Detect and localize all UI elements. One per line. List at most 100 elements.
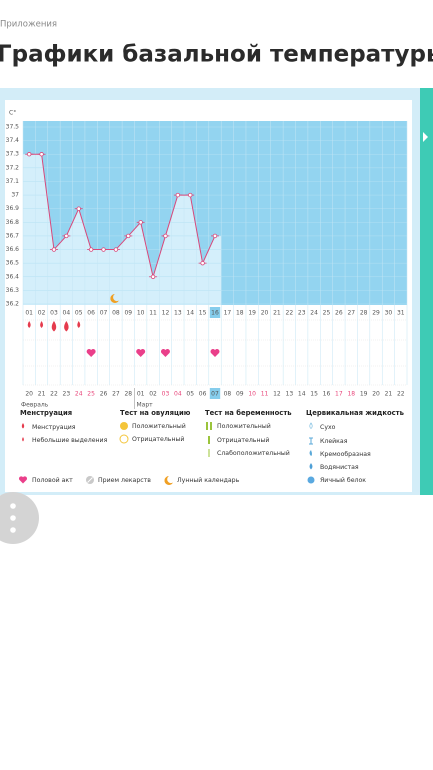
cycle-date: 08 [224, 391, 232, 398]
legend-item: Отрицательный [132, 435, 184, 443]
data-point [88, 247, 94, 252]
menu-dot [10, 527, 16, 533]
legend-title: Цервикальная жидкость [306, 409, 404, 417]
legend-title: Менструация [20, 409, 72, 417]
plot: 36.2 36.3 36.4 36.5 36.6 36.7 36.8 36.9 37 37.1 37… [6, 110, 408, 409]
pregnancy-icon [210, 422, 212, 430]
data-point [101, 247, 106, 252]
page-title: Графики базальной температуры [0, 42, 433, 68]
x-tick-label: 02 [38, 310, 46, 317]
heart-marker [160, 349, 170, 357]
legend-item: Положительный [217, 422, 271, 430]
x-tick-label: 26 [335, 310, 343, 317]
data-point [175, 192, 181, 198]
cycle-date: 26 [100, 391, 108, 398]
cycle-date: 01 [137, 391, 145, 398]
legend-item: Менструация [32, 424, 76, 431]
y-tick-label: 37.5 [6, 124, 20, 131]
pregnancy-icon [208, 436, 210, 444]
legend-item: Отрицательный [217, 436, 269, 444]
data-point [26, 152, 32, 157]
data-point [76, 206, 81, 211]
legend-item: Клейкая [320, 437, 348, 445]
y-tick-label: 37.1 [6, 178, 20, 185]
breadcrumb[interactable]: Приложения [0, 20, 57, 30]
x-tick-label: 13 [174, 310, 182, 317]
menstruation-marker [40, 321, 44, 328]
cycle-date: 12 [273, 391, 281, 398]
x-tick-label: 22 [286, 310, 294, 317]
fluid-icon [309, 422, 313, 429]
legend-item: Сухо [320, 424, 336, 431]
x-tick-label: 23 [298, 310, 306, 317]
data-point [126, 233, 131, 239]
data-point [200, 260, 205, 266]
ovulation-positive-icon [120, 422, 128, 430]
legend-item: Половой акт [32, 476, 73, 484]
menstruation-marker [27, 321, 31, 328]
pill-icon-line [87, 477, 93, 483]
heart-icon [18, 476, 28, 484]
cycle-date: 19 [360, 391, 368, 398]
legend-item: Слабоположительный [217, 449, 290, 457]
data-point [64, 233, 69, 239]
x-tick-label: 01 [25, 310, 33, 317]
month-label: Февраль [21, 402, 49, 409]
data-point [150, 274, 156, 279]
cycle-date: 02 [149, 391, 157, 398]
fluid-icon [309, 463, 313, 470]
cycle-date: 20 [25, 391, 33, 398]
y-tick-label: 36.2 [6, 301, 20, 308]
cycle-date: 28 [124, 391, 132, 398]
x-tick-label: 16 [211, 310, 219, 317]
cycle-date: 15 [310, 391, 318, 398]
x-tick-label: 03 [50, 310, 58, 317]
month-label: Март [136, 402, 153, 409]
x-tick-label: 18 [236, 310, 244, 317]
selected-date [209, 388, 221, 399]
cycle-date: 04 [174, 391, 182, 398]
x-tick-label: 24 [310, 310, 318, 317]
menu-button[interactable] [0, 492, 39, 544]
legend-item: Небольшие выделения [32, 436, 108, 444]
cycle-date: 27 [112, 391, 120, 398]
menstruation-marker [51, 321, 57, 332]
x-tick-label: 09 [124, 310, 132, 317]
x-tick-label: 21 [273, 310, 281, 317]
y-tick-label: 36.6 [6, 246, 20, 253]
x-tick-label: 20 [261, 310, 269, 317]
x-tick-label: 07 [100, 310, 108, 317]
y-tick-label: 37.2 [6, 164, 20, 171]
legend-item: Яичный белок [320, 476, 366, 484]
y-tick-label: 37.4 [6, 137, 20, 144]
legend-item: Прием лекарств [98, 477, 151, 484]
cycle-date: 14 [298, 391, 306, 398]
fluid-icon [309, 450, 312, 456]
data-point [51, 247, 57, 252]
y-tick-label: 36.9 [6, 205, 20, 212]
x-tick-label: 30 [385, 310, 393, 317]
y-tick-label: 37 [11, 192, 19, 199]
y-tick-label: 37.3 [6, 151, 20, 158]
x-tick-label: 10 [137, 310, 145, 317]
legend-item: Лунный календарь [177, 476, 240, 484]
side-arrow [423, 132, 428, 142]
side-tab[interactable] [420, 88, 433, 495]
cycle-date: 24 [75, 391, 83, 398]
temperature-line [29, 153, 216, 279]
cycle-date: 09 [236, 391, 244, 398]
x-tick-label: 17 [224, 310, 232, 317]
pregnancy-icon [208, 449, 210, 457]
x-tick-label: 29 [372, 310, 380, 317]
cycle-date: 11 [261, 391, 269, 398]
cycle-date: 03 [162, 391, 170, 398]
x-tick-label: 14 [186, 310, 194, 317]
data-point [188, 192, 193, 198]
menstruation-marker [77, 321, 81, 328]
legend: Менструация Менструация Небольшие выделе… [18, 409, 404, 485]
x-tick-label: 31 [397, 310, 405, 317]
ovulation-negative-icon [119, 434, 129, 444]
legend-title: Тест на овуляцию [120, 409, 191, 417]
legend-item: Кремообразная [320, 450, 371, 458]
